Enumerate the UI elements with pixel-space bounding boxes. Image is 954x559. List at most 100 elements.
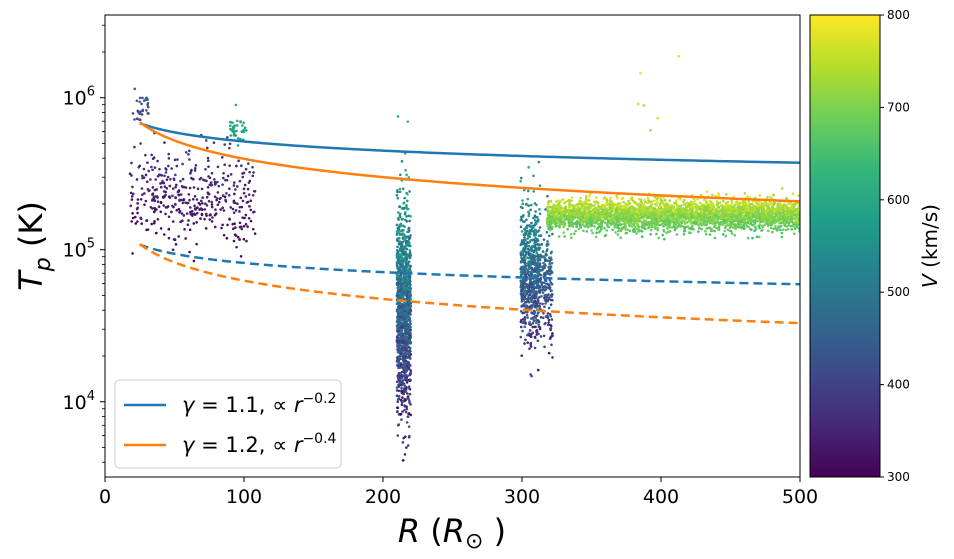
scatter-point <box>723 226 727 230</box>
scatter-point <box>407 312 411 315</box>
scatter-point <box>207 165 210 168</box>
scatter-point <box>401 283 405 286</box>
scatter-point <box>538 208 541 211</box>
scatter-point <box>133 215 137 219</box>
scatter-point <box>522 265 525 269</box>
scatter-point <box>519 335 523 339</box>
scatter-point <box>235 119 239 123</box>
scatter-point <box>147 169 150 173</box>
scatter-point <box>549 265 553 269</box>
scatter-point <box>538 212 542 216</box>
scatter-point <box>406 308 409 311</box>
scatter-point <box>618 223 622 227</box>
scatter-point <box>399 259 403 263</box>
scatter-point <box>404 305 408 308</box>
scatter-point <box>523 295 527 298</box>
scatter-point <box>398 304 402 308</box>
scatter-point <box>239 255 243 258</box>
scatter-point <box>409 215 412 218</box>
scatter-point <box>407 340 411 344</box>
scatter-point <box>405 269 408 272</box>
scatter-point <box>663 237 666 241</box>
scatter-point <box>575 225 578 228</box>
scatter-point <box>746 236 750 240</box>
scatter-point <box>530 300 533 304</box>
scatter-point <box>397 423 401 426</box>
scatter-point <box>550 215 554 219</box>
scatter-point <box>214 208 217 211</box>
scatter-point <box>529 208 532 212</box>
scatter-point <box>238 179 242 183</box>
scatter-point <box>131 112 135 115</box>
scatter-point <box>797 217 800 221</box>
scatter-point <box>130 161 133 165</box>
scatter-point <box>241 172 244 175</box>
scatter-point <box>747 200 751 203</box>
scatter-point <box>397 242 401 246</box>
scatter-point <box>131 216 135 220</box>
scatter-point <box>231 207 235 211</box>
scatter-point <box>405 421 409 424</box>
scatter-point <box>788 209 792 213</box>
scatter-point <box>167 157 171 160</box>
scatter-point <box>534 232 538 235</box>
scatter-point <box>536 319 540 322</box>
scatter-point <box>549 326 553 330</box>
scatter-point <box>534 240 537 243</box>
scatter-point <box>210 184 213 187</box>
scatter-point <box>241 124 244 127</box>
scatter-point <box>528 320 531 324</box>
scatter-point <box>519 205 523 209</box>
scatter-point <box>152 210 156 214</box>
scatter-point <box>526 297 530 301</box>
scatter-point <box>146 161 149 164</box>
scatter-point <box>679 204 683 208</box>
scatter-point <box>535 303 539 307</box>
scatter-point <box>408 347 412 351</box>
scatter-point <box>585 230 589 233</box>
scatter-point <box>535 220 539 223</box>
scatter-point <box>722 199 725 203</box>
scatter-point <box>538 258 542 262</box>
scatter-point <box>585 194 588 198</box>
scatter-point <box>521 280 524 284</box>
scatter-point <box>396 337 400 340</box>
scatter-point <box>245 239 248 243</box>
scatter-point <box>551 298 554 302</box>
scatter-point <box>755 235 759 239</box>
scatter-point <box>530 246 533 250</box>
scatter-point <box>526 341 530 344</box>
scatter-point <box>401 441 405 444</box>
scatter-point <box>597 225 601 229</box>
scatter-point <box>402 323 406 327</box>
scatter-point <box>162 196 165 199</box>
scatter-point <box>221 206 224 210</box>
scatter-point <box>790 227 794 231</box>
scatter-point <box>183 227 186 231</box>
scatter-point <box>735 212 739 216</box>
scatter-point <box>533 245 537 248</box>
scatter-point <box>547 323 550 327</box>
scatter-point <box>398 289 402 292</box>
scatter-point <box>408 399 411 402</box>
scatter-point <box>235 124 239 127</box>
scatter-point <box>753 229 756 233</box>
scatter-point <box>150 165 153 169</box>
scatter-point <box>203 217 206 221</box>
scatter-point <box>173 238 177 241</box>
scatter-point <box>169 177 172 181</box>
scatter-point <box>153 188 157 192</box>
scatter-point <box>159 182 162 185</box>
scatter-point <box>403 236 407 240</box>
scatter-point <box>156 200 160 204</box>
scatter-point <box>534 270 537 273</box>
scatter-point <box>794 203 797 206</box>
scatter-point <box>403 453 407 456</box>
scatter-point <box>398 240 402 243</box>
scatter-point <box>539 281 543 284</box>
scatter-point <box>729 220 732 224</box>
scatter-point <box>751 236 754 240</box>
scatter-point <box>521 220 525 223</box>
scatter-point <box>524 292 527 295</box>
scatter-point <box>521 258 524 261</box>
